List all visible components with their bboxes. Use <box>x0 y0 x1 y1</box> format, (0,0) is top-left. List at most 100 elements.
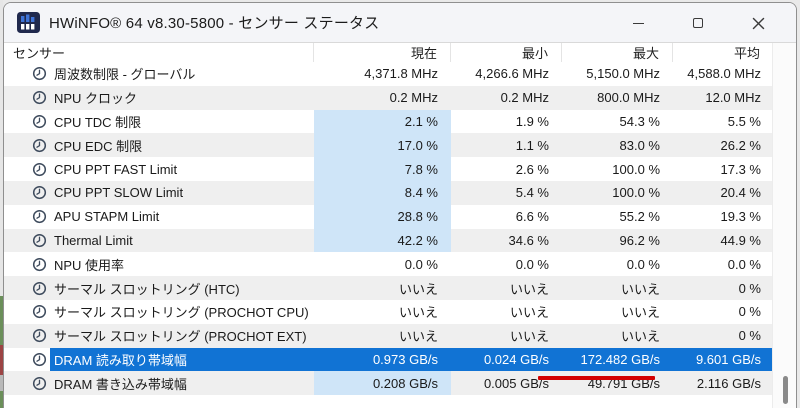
row-icon-cell <box>4 62 50 86</box>
table-row[interactable]: CPU PPT FAST Limit 7.8 % 2.6 % 100.0 % 1… <box>4 157 796 181</box>
table-row[interactable]: DRAM 書き込み帯域幅 0.208 GB/s 0.005 GB/s 49.79… <box>4 371 796 396</box>
value-current: いいえ <box>398 329 438 345</box>
value-min: 0.0 % <box>515 256 549 272</box>
value-min: 34.6 % <box>508 232 549 248</box>
row-icon-cell <box>4 133 50 157</box>
value-current: 0.973 GB/s <box>372 351 438 367</box>
value-min: 6.6 % <box>515 209 549 225</box>
value-avg: 0.0 % <box>727 256 761 272</box>
sensor-table-body: 周波数制限 - グローバル 4,371.8 MHz 4,266.6 MHz 5,… <box>4 62 796 396</box>
value-min: 4,266.6 MHz <box>475 66 549 82</box>
value-min: 0.005 GB/s <box>483 375 549 391</box>
table-row[interactable]: NPU 使用率 0.0 % 0.0 % 0.0 % 0.0 % <box>4 252 796 276</box>
value-current: 0.208 GB/s <box>314 371 451 396</box>
value-avg: 0 % <box>738 280 761 296</box>
table-row[interactable]: サーマル スロットリング (PROCHOT EXT) いいえ いいえ いいえ 0… <box>4 323 796 348</box>
value-max: いいえ <box>620 329 660 345</box>
sensor-name: CPU EDC 制限 <box>54 138 143 154</box>
table-row[interactable]: CPU TDC 制限 2.1 % 1.9 % 54.3 % 5.5 % <box>4 109 796 134</box>
sensor-name: NPU 使用率 <box>54 257 125 273</box>
value-current: 0.0 % <box>404 256 438 272</box>
table-row[interactable]: 周波数制限 - グローバル 4,371.8 MHz 4,266.6 MHz 5,… <box>4 62 796 86</box>
value-min: 0.2 MHz <box>500 90 549 106</box>
column-header-current[interactable]: 現在 <box>314 43 451 62</box>
sensor-name: CPU PPT SLOW Limit <box>54 185 184 201</box>
row-icon-cell <box>4 371 50 395</box>
value-avg: 5.5 % <box>727 113 761 129</box>
sensor-name: Thermal Limit <box>54 232 133 248</box>
value-max: いいえ <box>620 281 660 297</box>
value-min: 1.9 % <box>515 113 549 129</box>
table-row[interactable]: サーマル スロットリング (HTC) いいえ いいえ いいえ 0 % <box>4 276 796 300</box>
value-max: 0.0 % <box>626 256 660 272</box>
row-icon-cell <box>4 157 50 181</box>
row-icon-cell <box>4 110 50 134</box>
value-min: いいえ <box>509 329 549 345</box>
minimize-icon <box>632 22 644 24</box>
value-current: いいえ <box>398 305 438 321</box>
table-row[interactable]: Thermal Limit 42.2 % 34.6 % 96.2 % 44.9 … <box>4 228 796 253</box>
value-avg: 9.601 GB/s <box>695 351 761 367</box>
clock-icon <box>32 210 47 224</box>
maximize-icon <box>693 18 703 28</box>
table-row[interactable]: サーマル スロットリング (PROCHOT CPU) いいえ いいえ いいえ 0… <box>4 300 796 324</box>
close-button[interactable] <box>728 3 788 43</box>
sensor-name: サーマル スロットリング (PROCHOT EXT) <box>54 329 307 345</box>
column-header-min[interactable]: 最小 <box>451 43 562 62</box>
value-current: 2.1 % <box>314 109 451 134</box>
value-min: 2.6 % <box>515 161 549 177</box>
value-max: 800.0 MHz <box>597 90 660 106</box>
value-current: 8.4 % <box>314 180 451 205</box>
value-max: 49.791 GB/s <box>587 375 660 391</box>
value-min: 1.1 % <box>515 137 549 153</box>
window-title: HWiNFO® 64 v8.30-5800 - センサー ステータス <box>49 15 380 32</box>
clock-icon <box>32 114 47 129</box>
desktop-background-sliver <box>0 0 3 408</box>
clock-icon <box>32 352 47 367</box>
value-min: いいえ <box>509 305 549 321</box>
table-row[interactable]: APU STAPM Limit 28.8 % 6.6 % 55.2 % 19.3… <box>4 204 796 229</box>
row-icon-cell <box>4 347 50 372</box>
sensor-name: NPU クロック <box>54 91 138 107</box>
table-row[interactable]: CPU EDC 制限 17.0 % 1.1 % 83.0 % 26.2 % <box>4 133 796 158</box>
hwinfo-app-icon <box>17 12 40 33</box>
clock-icon <box>32 329 47 343</box>
value-max: 54.3 % <box>619 113 660 129</box>
titlebar: HWiNFO® 64 v8.30-5800 - センサー ステータス <box>4 3 796 43</box>
value-current: いいえ <box>398 281 438 297</box>
minimize-button[interactable] <box>608 3 668 43</box>
clock-icon <box>32 162 47 176</box>
sensor-name: APU STAPM Limit <box>54 209 160 225</box>
value-avg: 0 % <box>738 304 761 320</box>
table-row[interactable]: NPU クロック 0.2 MHz 0.2 MHz 800.0 MHz 12.0 … <box>4 85 796 110</box>
close-icon <box>752 17 764 29</box>
value-avg: 20.4 % <box>720 185 761 201</box>
value-max: 100.0 % <box>612 161 660 177</box>
value-max: 172.482 GB/s <box>580 351 661 367</box>
column-header-avg[interactable]: 平均 <box>673 43 774 62</box>
value-max: 100.0 % <box>612 185 660 201</box>
table-row[interactable]: CPU PPT SLOW Limit 8.4 % 5.4 % 100.0 % 2… <box>4 180 796 205</box>
clock-icon <box>32 281 47 295</box>
column-header-sensor[interactable]: センサー <box>4 43 314 62</box>
value-current: 4,371.8 MHz <box>364 66 438 82</box>
vertical-scrollbar[interactable] <box>772 43 796 408</box>
column-header-max[interactable]: 最大 <box>562 43 673 62</box>
maximize-button[interactable] <box>668 3 728 43</box>
row-icon-cell <box>4 300 50 324</box>
row-icon-cell <box>4 205 50 229</box>
value-avg: 0 % <box>738 328 761 344</box>
clock-icon <box>32 138 47 152</box>
row-icon-cell <box>4 181 50 205</box>
value-min: 0.024 GB/s <box>483 351 549 367</box>
row-icon-cell <box>4 252 50 276</box>
value-current: 28.8 % <box>314 204 451 229</box>
clock-icon <box>32 257 47 271</box>
value-avg: 26.2 % <box>720 137 761 153</box>
scrollbar-thumb[interactable] <box>783 376 788 404</box>
table-row[interactable]: DRAM 読み取り帯域幅 0.973 GB/s 0.024 GB/s 172.4… <box>4 347 796 372</box>
row-icon-cell <box>4 324 50 348</box>
row-icon-cell <box>4 229 50 253</box>
sensor-table: センサー 現在 最小 最大 平均 周波数制限 - グローバル 4,371.8 M… <box>4 43 796 408</box>
value-current: 7.8 % <box>314 157 451 181</box>
